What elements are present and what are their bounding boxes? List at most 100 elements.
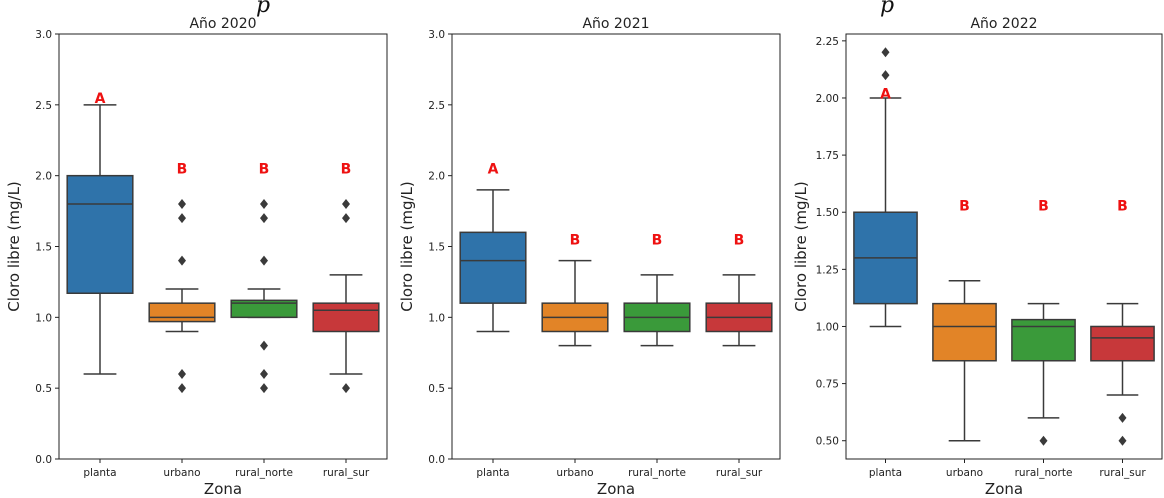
y-tick-label: 2.25	[816, 36, 839, 48]
box-planta: A	[853, 47, 918, 328]
y-tick-label: 0.5	[428, 383, 445, 395]
outlier-point	[881, 70, 890, 81]
outlier-point	[881, 47, 890, 58]
box-iqr	[932, 302, 997, 362]
chart-panels: Año 2020 0.0 0.5 1.0 1.5 2.0 2.5 3.0 Cloro libre…	[5, 16, 1163, 498]
outlier-point	[178, 369, 186, 379]
chart-panel-1: Año 2020 0.0 0.5 1.0 1.5 2.0 2.5 3.0 Cloro libre…	[5, 16, 388, 498]
box-iqr	[148, 302, 216, 323]
chart-panel-2: Año 2021 0.0 0.5 1.0 1.5 2.0 2.5 3.0 Cloro libre…	[398, 16, 781, 498]
y-tick-label: 3.0	[428, 29, 445, 41]
y-tick-label: 1.5	[428, 242, 445, 254]
box-rural-norte: B	[230, 162, 298, 394]
y-tick-label: 1.00	[816, 321, 839, 333]
significance-letter: A	[95, 91, 106, 107]
y-tick-label: 0.5	[35, 383, 52, 395]
y-tick-label: 2.00	[816, 93, 839, 105]
y-tick-label: 1.0	[428, 312, 445, 324]
box-rural-norte: B	[623, 232, 691, 347]
y-axis-label: Cloro libre (mg/L)	[5, 181, 23, 312]
x-tick-label: rural_sur	[1099, 467, 1146, 479]
y-tick-label: 0.0	[35, 454, 52, 466]
outlier-point	[260, 383, 268, 394]
significance-letter: B	[734, 232, 745, 248]
outlier-point	[1118, 435, 1127, 446]
y-axis-label: Cloro libre (mg/L)	[398, 181, 416, 312]
panel-title: Año 2021	[582, 16, 649, 32]
significance-letter: B	[570, 232, 581, 248]
significance-letter: A	[488, 162, 499, 178]
y-tick-label: 1.75	[816, 150, 839, 162]
significance-letter: B	[959, 198, 970, 214]
x-axis-label: Zona	[985, 480, 1023, 498]
outlier-point	[178, 199, 186, 209]
x-tick-label: urbano	[163, 467, 200, 479]
y-tick-label: 2.0	[35, 171, 52, 183]
panel-title: Año 2022	[970, 16, 1037, 32]
significance-letter: B	[1117, 198, 1128, 214]
x-tick-label: rural_sur	[716, 467, 763, 479]
panel-title: Año 2020	[189, 16, 256, 32]
box-rural-sur: B	[705, 232, 773, 347]
significance-letter: A	[880, 86, 891, 102]
outlier-point	[260, 369, 268, 379]
box-rural-sur: B	[1090, 198, 1155, 446]
significance-letter: B	[259, 162, 270, 178]
x-tick-label: planta	[83, 467, 116, 479]
y-tick-label: 1.5	[35, 242, 52, 254]
y-tick-label: 2.5	[35, 100, 52, 112]
x-tick-label: rural_norte	[1015, 467, 1073, 479]
outlier-point	[178, 255, 186, 266]
y-tick-label: 0.75	[816, 379, 839, 391]
outlier-point	[178, 213, 186, 224]
axes-frame	[845, 33, 1163, 460]
box-planta: A	[459, 162, 527, 333]
chart-panel-3: Año 2022 0.50 0.75 1.00 1.25 1.50 1.75 2.00 2.25…	[792, 16, 1163, 498]
outlier-point	[260, 213, 268, 224]
y-axis-label: Cloro libre (mg/L)	[792, 181, 810, 312]
outlier-point	[1118, 412, 1127, 423]
x-tick-label: urbano	[946, 467, 983, 479]
outlier-point	[342, 213, 350, 224]
y-tick-label: 1.0	[35, 312, 52, 324]
heading-fragment-left: p	[256, 0, 270, 18]
outlier-point	[260, 255, 268, 266]
x-tick-label: urbano	[556, 467, 593, 479]
outlier-point	[342, 383, 350, 394]
box-urbano: B	[148, 162, 216, 394]
box-rural-sur: B	[312, 162, 380, 394]
outlier-point	[260, 199, 268, 209]
significance-letter: B	[652, 232, 663, 248]
box-iqr	[230, 299, 298, 319]
box-iqr	[312, 302, 380, 333]
significance-letter: B	[341, 162, 352, 178]
outlier-point	[1039, 435, 1048, 446]
y-tick-label: 1.50	[816, 207, 839, 219]
box-rural-norte: B	[1011, 198, 1076, 446]
box-iqr	[1090, 325, 1155, 362]
outlier-point	[178, 383, 186, 394]
box-iqr	[459, 231, 527, 304]
box-urbano: B	[541, 232, 609, 347]
y-tick-label: 0.0	[428, 454, 445, 466]
outlier-point	[260, 340, 268, 351]
x-axis-label: Zona	[204, 480, 242, 498]
box-iqr	[66, 174, 134, 295]
x-axis-label: Zona	[597, 480, 635, 498]
heading-fragment-right: p	[880, 0, 894, 18]
x-tick-label: rural_norte	[628, 467, 686, 479]
box-planta: A	[66, 91, 134, 375]
x-tick-label: planta	[869, 467, 902, 479]
y-tick-label: 2.0	[428, 171, 445, 183]
outlier-point	[342, 199, 350, 209]
y-tick-label: 1.25	[816, 264, 839, 276]
x-tick-label: rural_norte	[235, 467, 293, 479]
significance-letter: B	[177, 162, 188, 178]
box-urbano: B	[932, 198, 997, 442]
y-tick-label: 3.0	[35, 29, 52, 41]
y-tick-label: 0.50	[816, 436, 839, 448]
x-tick-label: planta	[476, 467, 509, 479]
x-tick-label: rural_sur	[323, 467, 370, 479]
y-tick-label: 2.5	[428, 100, 445, 112]
